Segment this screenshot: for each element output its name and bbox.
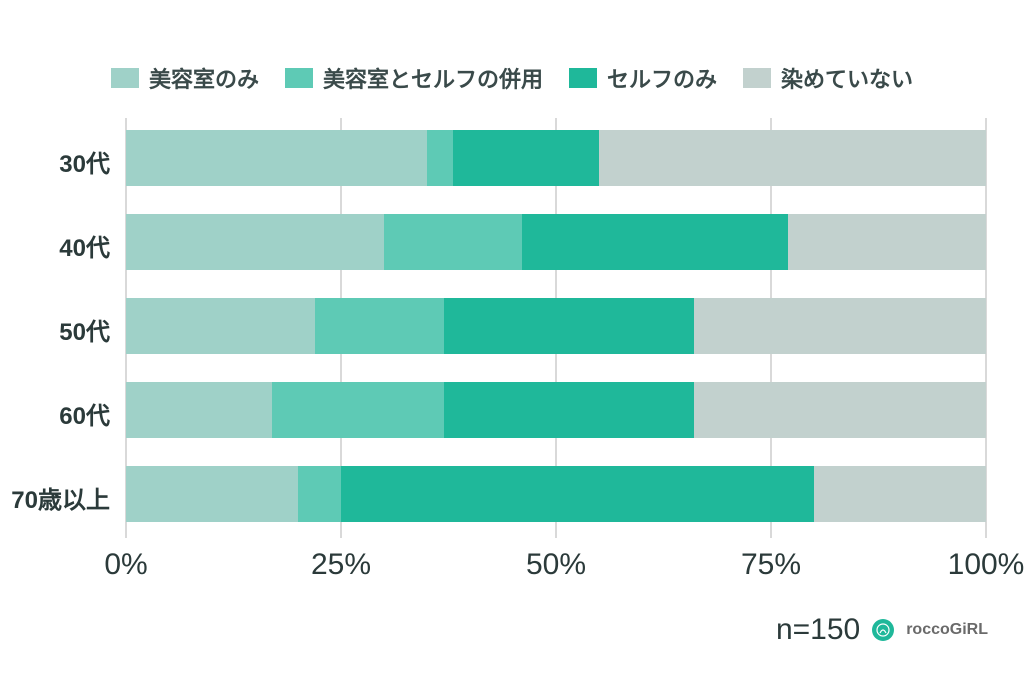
legend-label: 美容室とセルフの併用 [323, 62, 543, 94]
bar-segment [444, 298, 693, 354]
bar-segment [427, 130, 453, 186]
legend-item: セルフのみ [569, 62, 717, 94]
legend-label: 染めていない [781, 62, 913, 94]
y-axis-label: 30代 [0, 144, 110, 179]
bar-segment [126, 298, 315, 354]
chart-container: 美容室のみ 美容室とセルフの併用 セルフのみ 染めていない 0% 25% 50% 75% 10… [0, 0, 1024, 683]
bar-row [126, 130, 986, 186]
x-tick-label: 25% [311, 548, 371, 582]
bar-segment [694, 298, 986, 354]
legend: 美容室のみ 美容室とセルフの併用 セルフのみ 染めていない [0, 62, 1024, 94]
x-axis: 0%25%50%75%100% [126, 548, 986, 588]
bar-segment [384, 214, 522, 270]
bar-row [126, 214, 986, 270]
x-tick-label: 0% [104, 548, 147, 582]
legend-item: 美容室のみ [111, 62, 259, 94]
bar-row [126, 298, 986, 354]
legend-label: セルフのみ [607, 62, 717, 94]
x-tick-label: 100% [948, 548, 1024, 582]
y-axis-label: 40代 [0, 228, 110, 263]
bar-row [126, 382, 986, 438]
legend-item: 染めていない [743, 62, 913, 94]
logo-badge-icon [872, 619, 894, 641]
bar-segment [126, 382, 272, 438]
bar-segment [126, 130, 427, 186]
bar-segment [341, 466, 814, 522]
plot-area [126, 118, 986, 538]
y-axis-label: 50代 [0, 312, 110, 347]
x-tick-label: 75% [741, 548, 801, 582]
x-tick-label: 50% [526, 548, 586, 582]
legend-swatch-icon [111, 68, 139, 88]
bar-segment [522, 214, 789, 270]
legend-label: 美容室のみ [149, 62, 259, 94]
bar-segment [814, 466, 986, 522]
bar-segment [272, 382, 444, 438]
bar-segment [788, 214, 986, 270]
sample-size-label: n=150 [776, 613, 860, 647]
bar-segment [298, 466, 341, 522]
bar-segment [694, 382, 986, 438]
chart-footer: n=150 roccoGiRL [776, 613, 988, 647]
bar-segment [126, 214, 384, 270]
legend-item: 美容室とセルフの併用 [285, 62, 543, 94]
legend-swatch-icon [743, 68, 771, 88]
bar-row [126, 466, 986, 522]
legend-swatch-icon [285, 68, 313, 88]
bar-segment [599, 130, 986, 186]
legend-swatch-icon [569, 68, 597, 88]
bar-segment [126, 466, 298, 522]
y-axis-label: 60代 [0, 396, 110, 431]
bar-segment [453, 130, 599, 186]
logo-text: roccoGiRL [906, 621, 988, 639]
bar-segment [444, 382, 693, 438]
y-axis-label: 70歳以上 [0, 480, 110, 515]
bar-segment [315, 298, 444, 354]
